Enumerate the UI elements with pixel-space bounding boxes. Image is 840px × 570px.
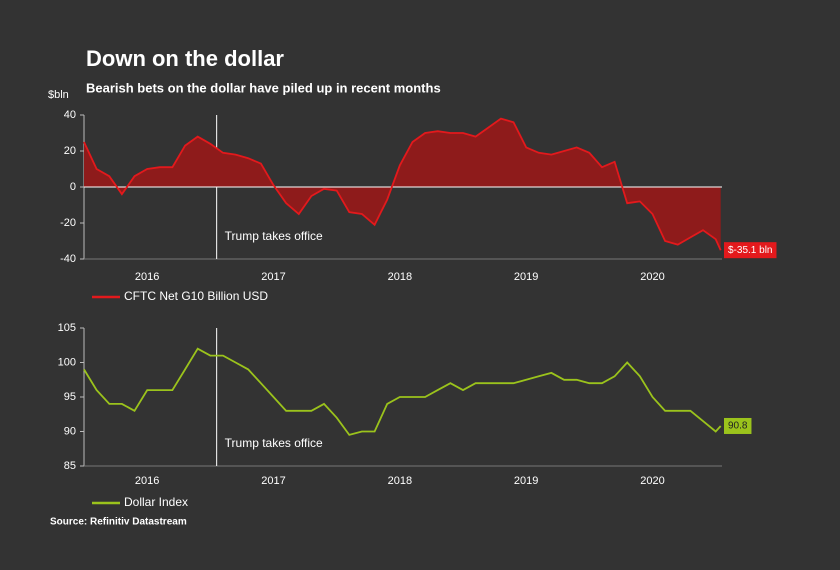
x-tick-label: 2018 (388, 475, 412, 487)
x-tick-label: 2018 (388, 271, 412, 283)
y-tick-label: -20 (60, 217, 76, 229)
series-line (83, 347, 722, 436)
source: Source: Refinitiv Datastream (50, 517, 187, 528)
y-tick-label: 0 (70, 181, 76, 193)
y-tick-label: 40 (64, 109, 76, 121)
x-tick-label: 2017 (261, 475, 285, 487)
title: Down on the dollar (86, 46, 284, 71)
y-tick-label: -40 (60, 253, 76, 265)
x-tick-label: 2016 (135, 271, 159, 283)
area-fill (84, 118, 721, 251)
end-value-label: 90.8 (728, 421, 748, 432)
end-value-label: $-35.1 bln (728, 245, 772, 256)
y-tick-label: 85 (64, 460, 76, 472)
x-tick-label: 2019 (514, 475, 538, 487)
y-tick-label: 95 (64, 391, 76, 403)
y-tick-label: 100 (58, 356, 76, 368)
x-tick-label: 2016 (135, 475, 159, 487)
series-line (83, 117, 722, 251)
end-value-box (724, 242, 777, 259)
y-axis-label: $bln (48, 89, 69, 101)
y-tick-label: 20 (64, 145, 76, 157)
x-tick-label: 2017 (261, 271, 285, 283)
y-tick-label: 105 (58, 322, 76, 334)
legend-label: Dollar Index (124, 495, 188, 509)
legend-label: CFTC Net G10 Billion USD (124, 289, 268, 303)
x-tick-label: 2020 (640, 475, 664, 487)
annotation: Trump takes office (225, 229, 323, 243)
end-value-box (724, 417, 752, 434)
subtitle: Bearish bets on the dollar have piled up… (86, 80, 441, 95)
x-tick-label: 2020 (640, 271, 664, 283)
annotation: Trump takes office (225, 436, 323, 450)
x-tick-label: 2019 (514, 271, 538, 283)
y-tick-label: 90 (64, 425, 76, 437)
